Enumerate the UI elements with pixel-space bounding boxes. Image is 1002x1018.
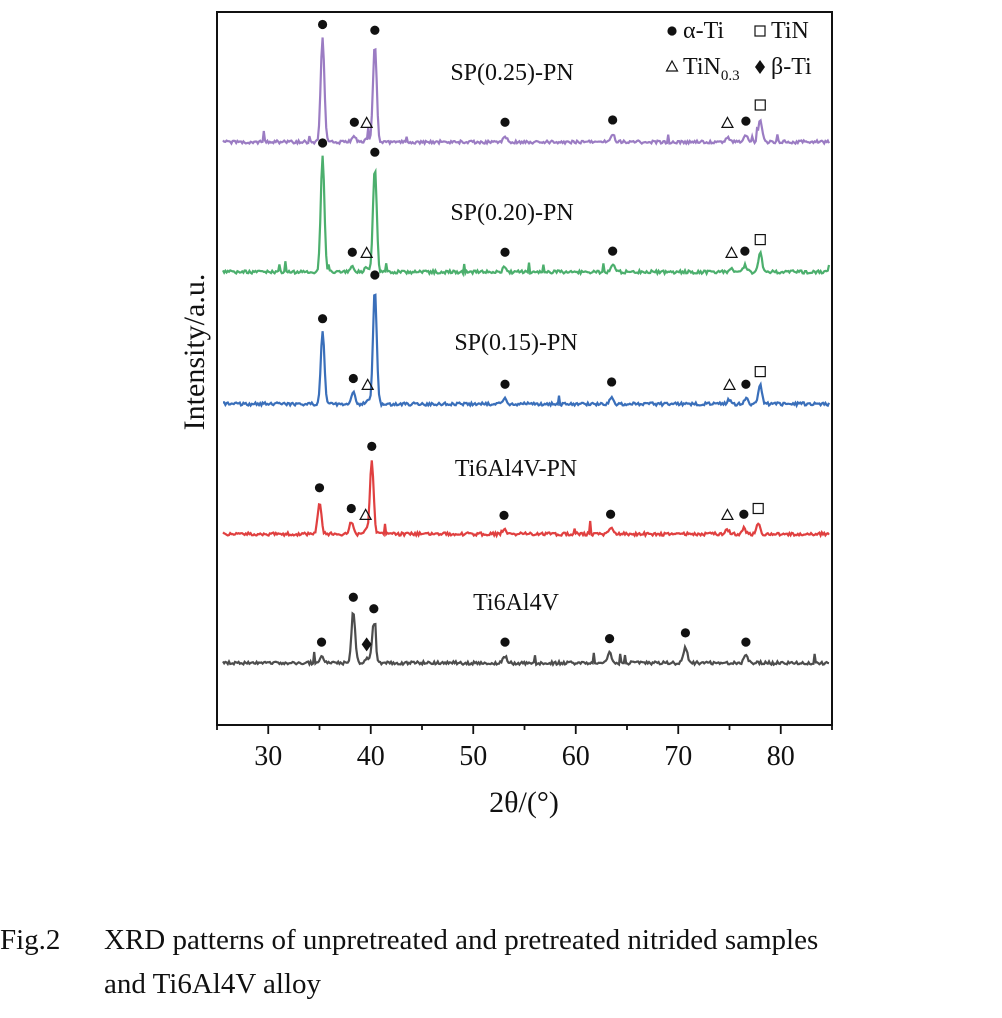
peak-marker-circle: [500, 379, 510, 389]
x-tick-label: 40: [357, 741, 385, 772]
peak-marker-circle: [349, 117, 359, 127]
peak-marker-diamond: [361, 637, 372, 652]
peak-marker-circle: [369, 604, 379, 614]
peak-marker-circle: [607, 377, 617, 387]
peak-marker-square: [752, 502, 764, 515]
phase-markers: [314, 19, 766, 652]
legend-marker-triangle: [665, 59, 679, 72]
peak-marker-triangle: [722, 378, 737, 390]
peak-marker-triangle: [720, 508, 734, 521]
trace-sp-0-20-pn: [222, 155, 831, 278]
peak-marker-triangle: [360, 246, 374, 258]
caption-text-1: XRD patterns of unpretreated and pretrea…: [104, 924, 819, 956]
legend-marker-diamond: [755, 60, 765, 74]
series-label: SP(0.25)-PN: [450, 60, 573, 86]
legend-label: TiN: [771, 18, 809, 44]
x-tick-label: 50: [459, 741, 487, 772]
peak-marker-circle: [740, 246, 750, 256]
peak-marker-circle: [314, 483, 325, 493]
peak-marker-circle: [606, 509, 616, 519]
trace-sp-0-25-pn: [222, 37, 830, 146]
series-label: SP(0.15)-PN: [454, 330, 577, 356]
peak-marker-circle: [347, 247, 357, 257]
x-tick-label: 30: [254, 741, 282, 772]
peak-marker-triangle: [720, 116, 734, 129]
peak-marker-circle: [316, 637, 327, 647]
legend-marker-circle: [667, 26, 677, 36]
peak-marker-circle: [608, 115, 618, 125]
x-tick-label: 60: [562, 741, 590, 772]
y-axis-label: Intensity/a.u.: [178, 274, 211, 431]
peak-marker-circle: [317, 314, 328, 324]
peak-marker-circle: [741, 637, 751, 647]
peak-marker-circle: [499, 510, 509, 520]
peak-marker-triangle: [359, 508, 373, 521]
peak-marker-triangle: [725, 246, 739, 258]
x-axis-ticks: 30 40 50 60 70 80: [216, 725, 833, 772]
peak-marker-triangle: [361, 378, 375, 390]
peak-marker-circle: [500, 247, 510, 257]
peak-marker-circle: [680, 628, 691, 638]
series-label: Ti6Al4V: [473, 590, 559, 616]
x-tick-label: 70: [664, 741, 692, 772]
peak-marker-circle: [348, 592, 358, 602]
peak-marker-circle: [741, 379, 751, 389]
peak-marker-circle: [367, 441, 377, 451]
caption-line-1: Fig.2 XRD patterns of unpretreated and pr…: [0, 918, 1002, 962]
legend-label: TiN0.3: [683, 54, 740, 84]
legend-label: β-Ti: [771, 54, 812, 80]
trace-sp-0-15-pn: [223, 293, 831, 409]
legend-marker-square: [754, 25, 766, 37]
peak-marker-square: [754, 234, 766, 246]
xrd-traces: [222, 37, 831, 668]
peak-marker-circle: [500, 637, 510, 647]
x-tick-label: 80: [767, 741, 795, 772]
peak-marker-circle: [604, 634, 615, 644]
legend-label: α-Ti: [683, 18, 724, 44]
legend: α-Ti TiN TiN0.3 β-Ti: [665, 18, 812, 84]
peak-marker-circle: [317, 138, 328, 148]
x-axis-label: 2θ/(°): [489, 786, 559, 819]
series-labels: SP(0.25)-PN SP(0.20)-PN SP(0.15)-PN Ti6Al4V…: [450, 60, 577, 616]
peak-marker-square: [754, 366, 766, 378]
peak-marker-circle: [741, 116, 751, 126]
peak-marker-circle: [346, 503, 356, 514]
peak-marker-circle: [348, 373, 358, 384]
peak-marker-triangle: [360, 116, 374, 129]
trace-ti6al4v-pn: [222, 460, 830, 539]
series-label: Ti6Al4V-PN: [455, 456, 577, 482]
peak-marker-circle: [500, 117, 510, 127]
trace-ti6al4v: [222, 611, 830, 668]
figure-caption: Fig.2 XRD patterns of unpretreated and pr…: [0, 918, 1002, 1006]
peak-marker-circle: [370, 25, 380, 35]
series-label: SP(0.20)-PN: [450, 200, 573, 226]
peak-marker-circle: [739, 509, 749, 519]
peak-marker-circle: [317, 19, 328, 30]
peak-marker-square: [754, 99, 766, 111]
caption-number: Fig.2: [0, 924, 61, 956]
plot-frame: [216, 11, 833, 726]
caption-line-2: and Ti6Al4V alloy: [104, 968, 322, 1000]
peak-marker-circle: [608, 246, 618, 256]
peak-marker-circle: [370, 270, 380, 280]
peak-marker-circle: [370, 147, 380, 157]
